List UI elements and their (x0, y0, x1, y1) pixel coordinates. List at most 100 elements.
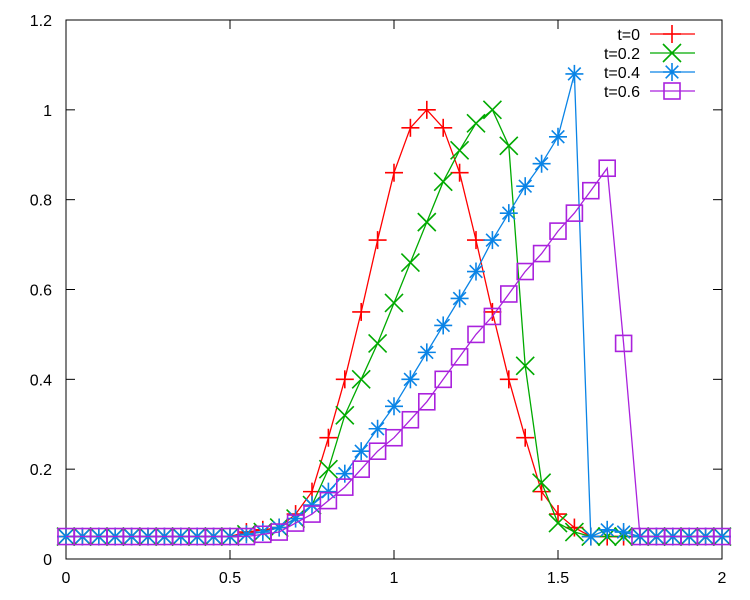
data-point (467, 262, 485, 281)
data-point (499, 136, 519, 156)
data-point (352, 302, 371, 321)
data-point (319, 491, 338, 510)
y-tick-label: 0.6 (30, 283, 52, 300)
data-point (450, 289, 469, 308)
legend-item: t=0.6 (604, 82, 695, 101)
data-point (614, 523, 633, 542)
data-point (368, 231, 387, 250)
data-point (482, 100, 502, 120)
y-tick-label: 0.4 (30, 372, 52, 389)
x-tick-label: 0 (62, 570, 71, 587)
data-point (303, 496, 321, 515)
data-point (565, 204, 584, 222)
data-point (352, 460, 371, 478)
x-tick-label: 1 (390, 570, 399, 587)
data-point (368, 442, 387, 461)
data-point (270, 523, 289, 541)
data-point (286, 509, 305, 528)
data-point (384, 293, 404, 313)
data-point (385, 163, 403, 182)
data-point (335, 478, 354, 496)
data-point (548, 513, 568, 533)
data-point (532, 244, 551, 263)
legend: t=0 t=0.2 t=0.4 t=0.6 (604, 25, 695, 101)
data-point (401, 118, 420, 137)
data-point (351, 369, 371, 389)
data-point (581, 527, 600, 546)
data-point (450, 140, 470, 160)
data-point (483, 307, 502, 326)
data-point (598, 159, 617, 178)
y-tick-label: 1.2 (30, 13, 52, 30)
legend-marker (663, 25, 681, 43)
x-tick-label: 2 (718, 570, 727, 587)
series-group (56, 64, 732, 547)
data-point (270, 518, 289, 537)
y-tick-label: 0.2 (30, 462, 52, 479)
legend-item: t=0.4 (604, 63, 695, 82)
x-axis: 0 0.5 1 1.5 2 (62, 20, 727, 587)
data-point (401, 370, 420, 389)
legend-label: t=0.4 (604, 65, 640, 82)
data-point (385, 428, 403, 447)
data-point (466, 113, 486, 133)
series-line (66, 166, 722, 538)
data-point (549, 505, 567, 524)
data-point (434, 118, 453, 137)
data-point (598, 520, 617, 539)
data-point (532, 154, 551, 173)
data-point (515, 356, 535, 376)
data-point (516, 177, 535, 196)
series-t=0.6 (57, 159, 731, 546)
data-point (532, 482, 551, 501)
legend-marker (663, 82, 681, 100)
data-point (319, 482, 338, 501)
legend-label: t=0 (617, 27, 640, 44)
data-point (434, 316, 453, 335)
data-point (516, 428, 535, 447)
data-point (483, 302, 502, 321)
data-point (499, 370, 518, 389)
data-point (516, 262, 535, 281)
data-point (318, 459, 338, 479)
data-point (303, 505, 321, 523)
data-point (400, 252, 420, 273)
data-point (417, 212, 437, 232)
data-point (335, 464, 354, 483)
y-axis: 0 0.2 0.4 0.6 0.8 1 1.2 (30, 13, 722, 569)
x-tick-label: 1.5 (547, 570, 569, 587)
data-point (549, 222, 567, 240)
data-point (385, 397, 403, 416)
data-point (565, 64, 584, 83)
data-point (581, 181, 600, 200)
data-point (532, 473, 552, 493)
data-point (286, 514, 305, 532)
legend-item: t=0.2 (604, 43, 695, 63)
data-point (565, 518, 584, 537)
x-tick-label: 0.5 (219, 570, 241, 587)
series-t=0 (57, 100, 731, 546)
series-t=0.4 (57, 64, 731, 546)
data-point (713, 527, 731, 546)
data-point (450, 163, 469, 182)
data-point (549, 127, 567, 146)
data-point (417, 343, 436, 362)
data-point (433, 172, 453, 192)
data-point (483, 231, 502, 250)
data-point (368, 419, 387, 438)
data-point (417, 100, 436, 119)
data-point (368, 333, 388, 353)
data-point (450, 348, 469, 366)
data-point (499, 285, 518, 303)
data-point (417, 392, 436, 411)
legend-label: t=0.2 (604, 46, 640, 63)
data-point (467, 325, 485, 344)
y-tick-label: 1 (43, 103, 52, 120)
data-point (467, 231, 485, 250)
data-point (499, 204, 518, 223)
data-point (335, 370, 354, 389)
data-point (335, 405, 355, 425)
data-point (614, 334, 633, 353)
y-tick-label: 0.8 (30, 193, 52, 210)
